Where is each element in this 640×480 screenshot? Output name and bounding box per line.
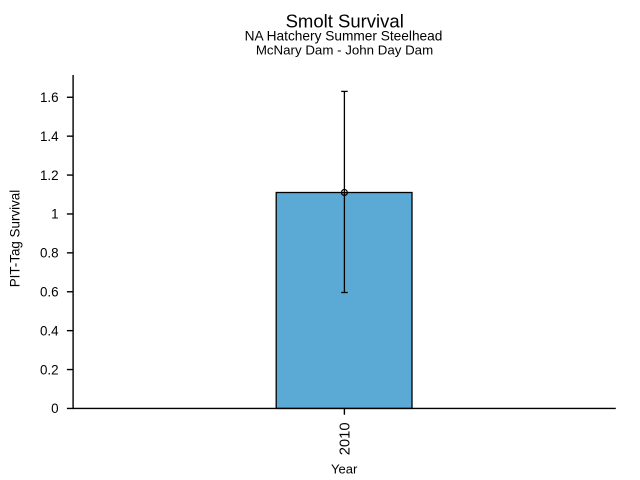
svg-text:1.2: 1.2 xyxy=(40,168,59,183)
svg-text:0.2: 0.2 xyxy=(40,362,59,377)
svg-text:0.6: 0.6 xyxy=(40,284,59,299)
svg-text:NA Hatchery Summer Steelhead: NA Hatchery Summer Steelhead xyxy=(245,28,443,43)
svg-text:McNary Dam - John Day Dam: McNary Dam - John Day Dam xyxy=(256,42,433,57)
svg-text:1: 1 xyxy=(51,207,58,222)
svg-text:1.4: 1.4 xyxy=(40,129,59,144)
svg-text:Smolt Survival: Smolt Survival xyxy=(286,11,404,32)
svg-text:0: 0 xyxy=(51,401,58,416)
svg-text:1.6: 1.6 xyxy=(40,90,59,105)
svg-text:PIT-Tag Survival: PIT-Tag Survival xyxy=(7,190,22,288)
svg-text:0.8: 0.8 xyxy=(40,246,59,261)
svg-text:Year: Year xyxy=(331,462,358,477)
svg-text:0.4: 0.4 xyxy=(40,323,59,338)
svg-text:2010: 2010 xyxy=(338,422,354,455)
